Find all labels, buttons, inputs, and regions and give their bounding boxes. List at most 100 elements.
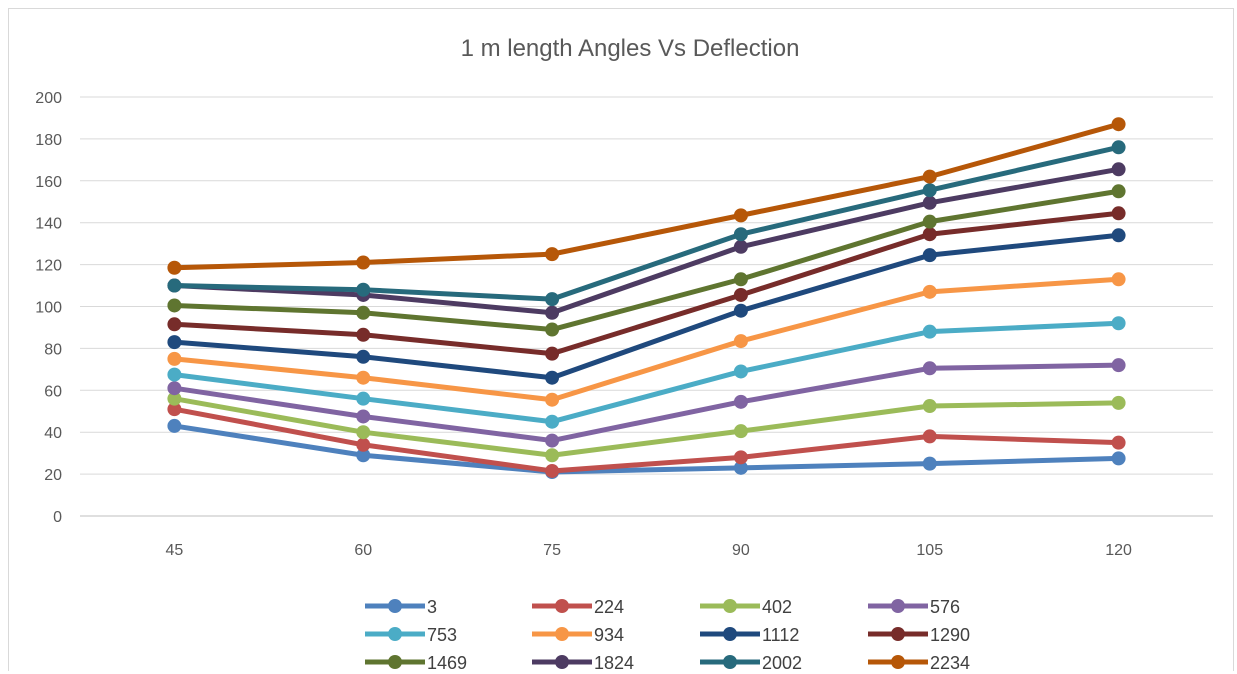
x-tick-label: 60	[354, 542, 372, 559]
data-point	[733, 394, 748, 409]
legend-label: 2234	[930, 653, 970, 673]
legend-swatch-marker	[555, 599, 569, 613]
data-point	[545, 322, 560, 337]
data-point	[167, 335, 182, 350]
x-tick-label: 45	[166, 542, 184, 559]
legend-swatch-marker	[891, 599, 905, 613]
data-point	[922, 248, 937, 263]
data-point	[922, 183, 937, 198]
legend-swatch-marker	[388, 627, 402, 641]
series-line	[171, 362, 1122, 444]
data-point	[545, 305, 560, 320]
data-point	[167, 260, 182, 275]
data-point	[733, 272, 748, 287]
y-tick-label: 40	[44, 425, 62, 442]
y-tick-label: 140	[35, 216, 62, 233]
data-point	[1111, 395, 1126, 410]
y-tick-label: 80	[44, 341, 62, 358]
data-point	[733, 208, 748, 223]
data-point	[733, 450, 748, 465]
data-point	[545, 463, 560, 478]
data-point	[733, 239, 748, 254]
legend-label: 934	[594, 625, 624, 645]
data-point	[1111, 184, 1126, 199]
legend-swatch-marker	[723, 627, 737, 641]
data-point	[356, 255, 371, 270]
data-point	[1111, 117, 1126, 132]
y-axis-ticks: 0 20 40 60 80 100 120 140 160 180 200	[35, 90, 62, 526]
series-line	[171, 121, 1122, 271]
data-point	[356, 305, 371, 320]
legend-item: 576	[868, 597, 960, 617]
data-point	[167, 391, 182, 406]
data-point	[922, 399, 937, 414]
series-line	[171, 210, 1122, 357]
data-point	[922, 456, 937, 471]
series-line	[171, 144, 1122, 302]
data-point	[167, 418, 182, 433]
data-point	[545, 433, 560, 448]
legend-swatch-marker	[388, 599, 402, 613]
data-point	[356, 437, 371, 452]
data-point	[733, 460, 748, 475]
y-tick-label: 160	[35, 174, 62, 191]
series-1112	[167, 228, 1126, 385]
y-tick-label: 120	[35, 258, 62, 275]
data-point	[922, 195, 937, 210]
y-tick-label: 200	[35, 90, 62, 107]
series-line	[171, 406, 1122, 474]
x-tick-label: 105	[916, 542, 943, 559]
data-point	[1111, 162, 1126, 177]
series-1469	[167, 184, 1126, 337]
chart-area	[8, 8, 1234, 671]
data-point	[1111, 316, 1126, 331]
legend-swatch-marker	[555, 655, 569, 669]
data-point	[922, 169, 937, 184]
series-line	[171, 396, 1122, 458]
legend-label: 1112	[762, 625, 799, 645]
data-point	[545, 292, 560, 307]
data-point	[922, 324, 937, 339]
series-753	[167, 316, 1126, 429]
series-line	[171, 423, 1122, 475]
data-point	[733, 287, 748, 302]
data-point	[167, 381, 182, 396]
series-576	[167, 358, 1126, 448]
data-point	[545, 370, 560, 385]
legend-label: 1290	[930, 625, 970, 645]
data-point	[1111, 451, 1126, 466]
legend: 3 224 402 576 753 934 1112 1290 1469 1824 2002 2234	[365, 597, 970, 673]
data-point	[167, 402, 182, 417]
data-point	[545, 414, 560, 429]
data-point	[733, 227, 748, 242]
data-point	[356, 409, 371, 424]
legend-swatch-marker	[891, 655, 905, 669]
legend-swatch-marker	[723, 599, 737, 613]
x-tick-label: 75	[543, 542, 561, 559]
legend-label: 576	[930, 597, 960, 617]
data-point	[356, 370, 371, 385]
y-tick-label: 0	[53, 509, 62, 526]
series-224	[167, 402, 1126, 478]
data-point	[167, 351, 182, 366]
data-point	[167, 278, 182, 293]
legend-label: 224	[594, 597, 624, 617]
data-point	[1111, 272, 1126, 287]
y-tick-label: 100	[35, 300, 62, 317]
data-point	[922, 214, 937, 229]
legend-item: 402	[700, 597, 792, 617]
legend-swatch-marker	[555, 627, 569, 641]
data-point	[356, 425, 371, 440]
data-point	[1111, 206, 1126, 221]
legend-item: 934	[532, 625, 624, 645]
series-line	[171, 232, 1122, 381]
legend-item: 1290	[868, 625, 970, 645]
legend-label: 1469	[427, 653, 467, 673]
data-point	[733, 303, 748, 318]
data-point	[1111, 435, 1126, 450]
y-tick-label: 180	[35, 132, 62, 149]
data-point	[922, 429, 937, 444]
data-point	[922, 227, 937, 242]
data-point	[356, 349, 371, 364]
